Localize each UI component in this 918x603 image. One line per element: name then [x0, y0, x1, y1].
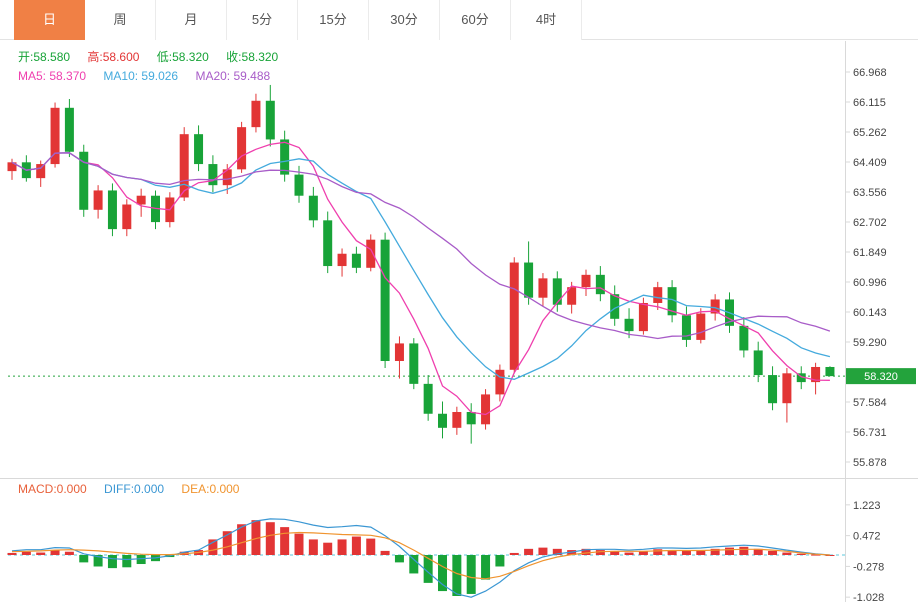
tab-week[interactable]: 周: [85, 0, 156, 40]
svg-text:-1.028: -1.028: [853, 592, 884, 603]
ma-info-bar: MA5: 58.370 MA10: 59.026 MA20: 59.488: [18, 69, 284, 83]
ma10-value: 59.026: [141, 69, 179, 83]
diff-info: DIFF:0.000: [104, 482, 164, 496]
svg-text:63.556: 63.556: [853, 187, 887, 199]
tab-4hour[interactable]: 4时: [511, 0, 582, 40]
open-label: 开:: [18, 50, 34, 64]
ma10-label: MA10:: [103, 69, 142, 83]
low-label: 低:: [156, 50, 173, 64]
svg-text:65.262: 65.262: [853, 127, 887, 139]
svg-text:57.584: 57.584: [853, 397, 887, 409]
close-value: 58.320: [241, 50, 279, 64]
svg-text:64.409: 64.409: [853, 157, 887, 169]
diff-value: 0.000: [134, 482, 165, 496]
macd-info: MACD:0.000: [18, 482, 87, 496]
low-info: 低:58.320: [157, 50, 209, 64]
svg-text:55.878: 55.878: [853, 457, 887, 469]
open-value: 58.580: [33, 50, 71, 64]
macd-info-bar: MACD:0.000 DIFF:0.000 DEA:0.000: [18, 482, 253, 496]
svg-text:58.320: 58.320: [864, 371, 898, 383]
tab-30min[interactable]: 30分: [369, 0, 440, 40]
ma5-label: MA5:: [18, 69, 50, 83]
close-label: 收:: [226, 50, 242, 64]
svg-text:59.290: 59.290: [853, 337, 887, 349]
high-info: 高:58.600: [87, 50, 139, 64]
ma5-value: 58.370: [49, 69, 87, 83]
ma10-info: MA10: 59.026: [103, 69, 178, 83]
macd-label: MACD:: [18, 482, 57, 496]
low-value: 58.320: [172, 50, 209, 64]
ma20-info: MA20: 59.488: [195, 69, 270, 83]
tab-60min[interactable]: 60分: [440, 0, 511, 40]
timeframe-tabs: 日 周 月 5分 15分 30分 60分 4时: [0, 0, 918, 40]
svg-text:66.115: 66.115: [853, 97, 886, 109]
ohlc-info-bar: 开:58.580 高:58.600 低:58.320 收:58.320: [18, 48, 292, 65]
high-label: 高:: [87, 50, 103, 64]
dea-value: 0.000: [209, 482, 240, 496]
macd-value: 0.000: [56, 482, 87, 496]
dea-info: DEA:0.000: [181, 482, 239, 496]
tab-day[interactable]: 日: [14, 0, 85, 40]
svg-text:0.472: 0.472: [853, 531, 881, 543]
open-info: 开:58.580: [18, 50, 70, 64]
diff-label: DIFF:: [104, 482, 135, 496]
svg-text:1.223: 1.223: [853, 500, 881, 512]
dea-label: DEA:: [181, 482, 210, 496]
svg-text:60.143: 60.143: [853, 307, 887, 319]
svg-text:66.968: 66.968: [853, 67, 887, 79]
svg-text:60.996: 60.996: [853, 277, 887, 289]
svg-text:61.849: 61.849: [853, 247, 887, 259]
tab-5min[interactable]: 5分: [227, 0, 298, 40]
svg-text:-0.278: -0.278: [853, 561, 884, 573]
ma5-info: MA5: 58.370: [18, 69, 86, 83]
svg-text:62.702: 62.702: [853, 217, 887, 229]
high-value: 58.600: [102, 50, 140, 64]
close-info: 收:58.320: [226, 50, 278, 64]
ma20-label: MA20:: [195, 69, 234, 83]
ma20-value: 59.488: [233, 69, 271, 83]
svg-text:56.731: 56.731: [853, 427, 887, 439]
tab-15min[interactable]: 15分: [298, 0, 369, 40]
tab-month[interactable]: 月: [156, 0, 227, 40]
